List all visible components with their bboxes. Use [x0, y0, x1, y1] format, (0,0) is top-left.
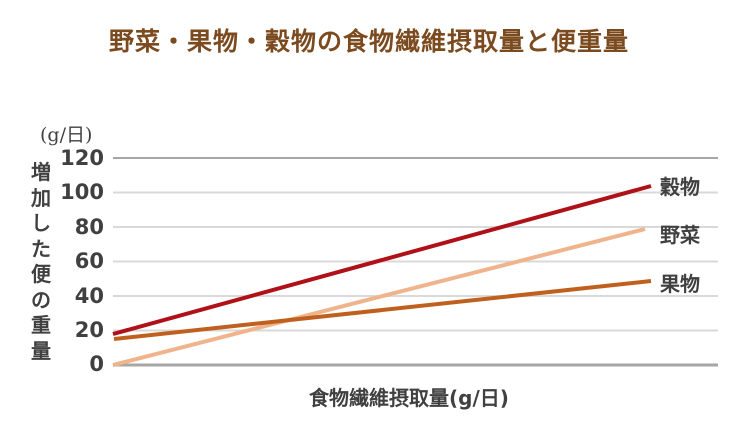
series-label-fruits: 果物 — [660, 272, 700, 296]
y-tick: 20 — [74, 318, 104, 342]
y-tick: 0 — [89, 352, 104, 376]
y-axis-label: 増 加 し た 便 の 重 量 — [31, 160, 51, 363]
gridlines — [113, 157, 718, 367]
chart-title: 野菜・果物・穀物の食物繊維摂取量と便重量 — [108, 27, 629, 56]
series-line-vegetables — [112, 227, 646, 367]
y-tick: 40 — [74, 284, 104, 308]
series-line-fruits — [113, 279, 652, 341]
series-line-grains — [112, 184, 652, 336]
y-tick: 100 — [60, 180, 104, 204]
y-tick: 120 — [60, 146, 104, 170]
series-label-vegetables: 野菜 — [660, 223, 700, 247]
series-label-grains: 穀物 — [660, 175, 700, 199]
y-tick: 60 — [74, 249, 104, 273]
x-axis-label: 食物繊維摂取量(g/日) — [309, 386, 509, 410]
y-axis-unit: (g/日) — [40, 124, 93, 146]
y-tick: 80 — [74, 215, 104, 239]
